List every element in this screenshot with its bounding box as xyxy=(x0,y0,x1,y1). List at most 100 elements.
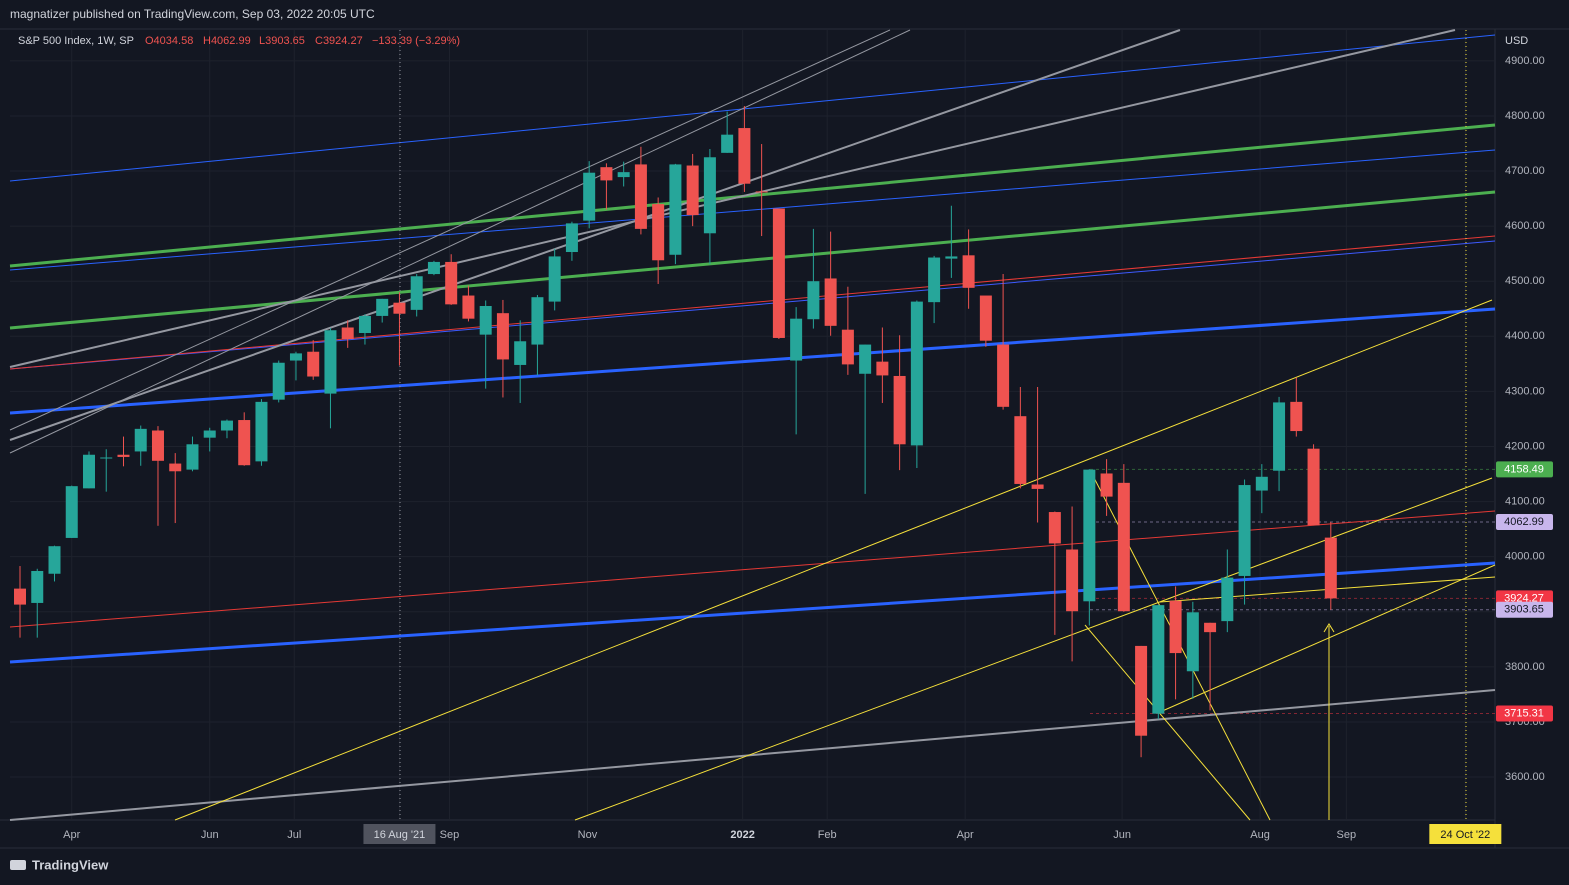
candle-body xyxy=(514,341,527,365)
candle-body xyxy=(238,420,251,466)
x-tick-label: Apr xyxy=(63,829,80,841)
candle-body xyxy=(1135,645,1148,736)
price-label: 4158.49 xyxy=(1504,463,1544,475)
y-tick-label: 4800.00 xyxy=(1505,110,1545,122)
x-tick-label: 24 Oct '22 xyxy=(1440,829,1490,841)
candle-body xyxy=(48,546,61,574)
candle-body xyxy=(1204,622,1217,633)
ohlc-high: H4062.99 xyxy=(203,35,251,47)
candle-body xyxy=(134,428,147,452)
candle-body xyxy=(1117,482,1130,612)
trend-line xyxy=(9,561,1496,664)
candle-body xyxy=(65,486,78,538)
ohlc-change: −133.39 (−3.29%) xyxy=(372,35,460,47)
candle-body xyxy=(1273,402,1286,471)
ohlc-close: C3924.27 xyxy=(315,35,363,47)
trend-line xyxy=(9,34,1496,182)
candle-body xyxy=(1324,537,1337,599)
candle-body xyxy=(686,165,699,216)
candle-body xyxy=(893,375,906,445)
candle-body xyxy=(962,255,975,288)
y-tick-label: 4700.00 xyxy=(1505,165,1545,177)
candle-body xyxy=(652,204,665,261)
candle-body xyxy=(1014,416,1027,484)
trend-line xyxy=(1084,624,1251,821)
candle-body xyxy=(14,588,27,605)
price-badge xyxy=(1496,705,1553,722)
axis-labels: 3600.003700.003800.003900.004000.004100.… xyxy=(63,55,1553,844)
candle-body xyxy=(496,313,509,360)
candle-body xyxy=(1186,612,1199,672)
trend-line xyxy=(9,307,1496,415)
trend-line xyxy=(9,123,1496,268)
trend-line xyxy=(9,149,1496,271)
candle-body xyxy=(997,344,1010,407)
candle-body xyxy=(807,281,820,320)
candle-body xyxy=(841,329,854,365)
candle-body xyxy=(859,344,872,374)
x-tick-label: Feb xyxy=(818,829,837,841)
price-badge xyxy=(1496,461,1553,478)
x-tick-label: Jun xyxy=(201,829,219,841)
candle-body xyxy=(272,362,285,400)
candle-body xyxy=(565,223,578,253)
price-label: 4062.99 xyxy=(1504,516,1544,528)
trend-line xyxy=(174,299,1493,821)
currency: USD xyxy=(1505,35,1528,47)
y-tick-label: 4500.00 xyxy=(1505,275,1545,287)
y-tick-label: 3800.00 xyxy=(1505,661,1545,673)
x-tick-label: 2022 xyxy=(730,829,754,841)
candle-body xyxy=(1255,476,1268,491)
candle-body xyxy=(1031,484,1044,489)
candle-body xyxy=(31,570,44,603)
candle-body xyxy=(1100,473,1113,497)
candle-body xyxy=(583,172,596,221)
candle-body xyxy=(1048,512,1061,544)
trend-line xyxy=(9,689,1496,821)
candle-body xyxy=(1066,549,1079,612)
candle-body xyxy=(1221,577,1234,622)
candle-body xyxy=(772,208,785,338)
y-tick-label: 3600.00 xyxy=(1505,771,1545,783)
candle-body xyxy=(1307,448,1320,526)
candle-body xyxy=(738,128,751,184)
grid xyxy=(10,30,1495,820)
brand: TradingView xyxy=(32,857,109,872)
x-tick-badge xyxy=(1429,824,1502,844)
candle-body xyxy=(100,457,113,459)
x-tick-label: Apr xyxy=(957,829,974,841)
candle-body xyxy=(531,297,544,345)
candle-body xyxy=(617,172,630,178)
y-tick-label: 4200.00 xyxy=(1505,440,1545,452)
y-tick-label: 4100.00 xyxy=(1505,495,1545,507)
trend-line xyxy=(9,235,1496,370)
x-tick-label: Sep xyxy=(1337,829,1357,841)
candle-body xyxy=(393,302,406,314)
candle-body xyxy=(979,295,992,341)
trend-line xyxy=(574,477,1493,821)
candle-body xyxy=(1169,600,1182,654)
candle-body xyxy=(1083,469,1096,602)
ohlc-open: O4034.58 xyxy=(145,35,193,47)
candle-body xyxy=(410,276,423,310)
candle-body xyxy=(289,353,302,361)
price-label: 3924.27 xyxy=(1504,592,1544,604)
candle-body xyxy=(755,191,768,193)
candle-body xyxy=(117,454,130,457)
price-badge xyxy=(1496,513,1553,530)
trend-line xyxy=(9,240,1496,370)
trend-line xyxy=(1159,564,1496,713)
ohlc-low: L3903.65 xyxy=(259,35,305,47)
x-tick-label: Aug xyxy=(1250,829,1270,841)
candle-body xyxy=(220,420,233,431)
trend-line xyxy=(9,29,1181,441)
candle-body xyxy=(82,454,95,489)
candle-body xyxy=(721,134,734,153)
candle-body xyxy=(600,167,613,181)
trend-lines xyxy=(9,29,1496,821)
x-tick-label: Nov xyxy=(578,829,598,841)
y-tick-label: 4900.00 xyxy=(1505,55,1545,67)
x-tick-badge xyxy=(363,824,436,844)
candle-body xyxy=(876,361,889,376)
